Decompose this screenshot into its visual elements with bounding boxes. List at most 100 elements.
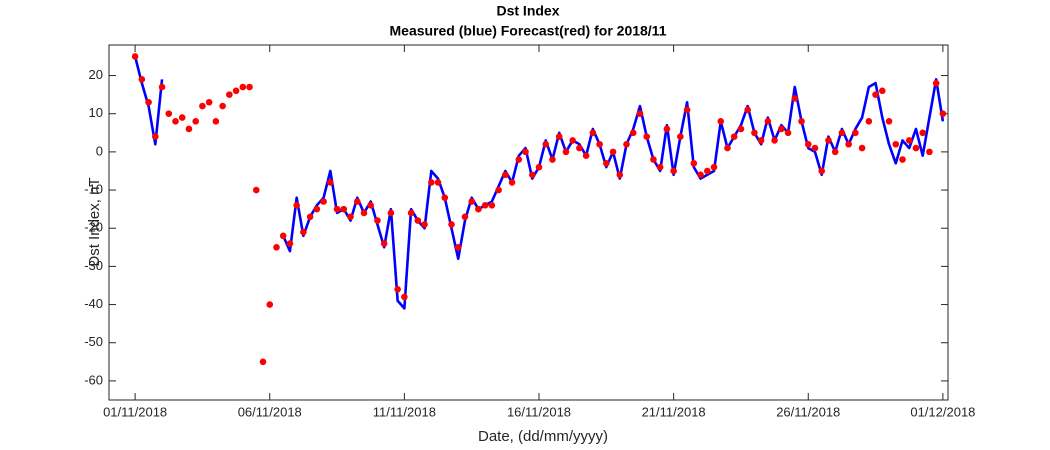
forecast-point [811,144,819,152]
forecast-point [461,213,469,221]
forecast-point [899,156,906,163]
forecast-point [185,125,193,133]
forecast-point [865,118,873,125]
forecast-point [582,152,590,159]
plot-frame [108,44,949,401]
forecast-point [650,156,657,163]
forecast-point [407,209,415,217]
forecast-point [300,228,307,236]
forecast-point [549,156,556,163]
forecast-point [286,240,294,247]
forecast-point [636,110,644,118]
forecast-point [152,133,159,140]
forecast-point [831,148,839,156]
forecast-point [603,160,610,167]
forecast-point [219,102,226,110]
forecast-point [360,209,368,217]
forecast-point [266,301,274,308]
forecast-point [353,198,361,205]
forecast-point [246,83,253,91]
forecast-point [279,232,287,240]
forecast-point [131,53,139,60]
forecast-point [448,221,455,228]
forecast-point [387,209,395,217]
forecast-point [589,129,597,137]
y-tick-label: 20 [89,67,103,82]
forecast-point [199,102,206,110]
forecast-point [838,129,846,137]
forecast-point [670,167,677,175]
forecast-point [441,194,449,201]
forecast-point [340,205,348,213]
forecast-point [252,186,260,194]
forecast-point [663,125,671,133]
forecast-point [535,163,543,171]
forecast-point [394,286,401,293]
y-tick-label: -20 [84,220,103,235]
x-tick-label: 01/11/2018 [103,404,167,419]
forecast-point [629,129,637,137]
forecast-point [576,144,583,152]
forecast-point [656,163,664,171]
forecast-point [643,133,651,140]
forecast-point [919,129,926,137]
y-tick-label: -40 [84,296,103,311]
forecast-point [872,91,879,98]
y-tick-label: 10 [89,105,103,120]
forecast-point [852,129,859,137]
forecast-point [798,118,805,125]
x-tick-label: 26/11/2018 [776,404,840,419]
forecast-point [724,144,731,152]
forecast-point [569,137,576,144]
forecast-point [259,358,267,366]
forecast-point [226,91,233,98]
forecast-point [710,163,718,171]
forecast-point [542,140,550,148]
y-tick-label: -10 [84,181,103,196]
forecast-point [145,98,152,106]
forecast-point [932,79,940,87]
forecast-point [737,125,745,133]
forecast-point [515,156,523,163]
x-tick-label: 21/11/2018 [642,404,706,419]
forecast-point [751,129,758,137]
forecast-point [757,137,765,144]
forecast-point [488,202,496,209]
forecast-point [879,87,886,95]
x-tick-label: 11/11/2018 [373,404,436,419]
forecast-point [232,87,240,95]
forecast-point [421,221,428,228]
forecast-point [495,186,502,194]
forecast-point [528,171,536,179]
forecast-point [905,137,913,144]
forecast-point [333,205,341,213]
forecast-point [683,106,691,114]
y-tick-label: -50 [84,334,103,349]
forecast-point [818,167,826,175]
forecast-point [212,118,220,125]
forecast-point [690,160,698,167]
forecast-point [165,110,173,118]
forecast-point [502,171,509,179]
forecast-point [401,293,408,301]
forecast-point [293,202,300,209]
forecast-point [791,95,799,102]
x-tick-label: 06/11/2018 [238,404,302,419]
forecast-point [764,118,772,125]
forecast-point [885,118,893,125]
forecast-point [926,148,933,156]
forecast-point [205,98,213,106]
x-axis-label: Date, (dd/mm/yyyy) [478,428,608,445]
forecast-point [468,198,475,205]
forecast-point [138,76,146,83]
forecast-point [596,140,603,148]
forecast-point [158,83,166,91]
forecast-point [327,179,334,186]
forecast-point [912,144,920,152]
forecast-point [858,144,866,152]
chart-title: Dst Index [496,3,559,19]
forecast-point [616,171,624,179]
forecast-point [771,137,778,144]
